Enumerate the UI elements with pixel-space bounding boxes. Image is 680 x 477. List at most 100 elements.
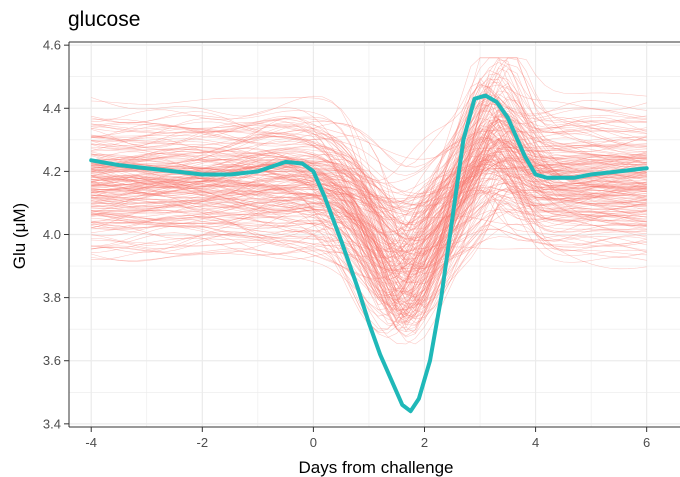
individual-trajectory	[91, 139, 647, 280]
individual-trajectory	[91, 156, 647, 211]
individual-trajectory	[91, 199, 647, 255]
individual-trajectory	[91, 93, 647, 332]
individual-trajectory	[91, 118, 647, 255]
individual-trajectory	[91, 97, 647, 205]
y-tick-label: 3.4	[43, 416, 61, 431]
individual-trajectory	[91, 221, 647, 345]
individual-trajectory	[91, 173, 647, 301]
individual-trajectory	[91, 193, 647, 306]
individual-trajectory	[91, 135, 647, 245]
individual-trajectory	[91, 124, 647, 270]
individual-trajectory	[91, 98, 647, 193]
individual-trajectory	[91, 144, 647, 213]
individual-trajectory	[91, 112, 647, 240]
individual-trajectory	[91, 155, 647, 254]
individual-trajectory	[91, 147, 647, 218]
individual-trajectory	[91, 225, 647, 278]
individual-trajectory	[91, 84, 647, 244]
individual-trajectory	[91, 120, 647, 242]
individual-trajectory	[91, 174, 647, 264]
individual-trajectory	[91, 117, 647, 168]
y-tick-label: 4.2	[43, 164, 61, 179]
individual-trajectory	[91, 192, 647, 256]
individual-trajectory	[91, 129, 647, 233]
individual-trajectory	[91, 86, 647, 311]
individual-trajectory	[91, 156, 647, 298]
individual-trajectory	[91, 82, 647, 232]
individual-trajectory	[91, 138, 647, 331]
individual-trajectory	[91, 118, 647, 234]
y-tick-label: 3.6	[43, 353, 61, 368]
individual-trajectory	[91, 130, 647, 225]
individual-trajectory	[91, 108, 647, 259]
individual-trajectory	[91, 155, 647, 283]
individual-trajectory	[91, 154, 647, 248]
individual-trajectory	[91, 57, 647, 315]
individual-trajectory	[91, 96, 647, 224]
individual-trajectory	[91, 187, 647, 302]
individual-trajectory	[91, 124, 647, 296]
individual-trajectory	[91, 171, 647, 209]
individual-trajectory	[91, 170, 647, 320]
individual-trajectory	[91, 174, 647, 279]
individual-trajectory	[91, 149, 647, 297]
individual-trajectory	[91, 104, 647, 184]
individual-trajectory	[91, 95, 647, 256]
individual-trajectory	[91, 137, 647, 261]
individual-trajectory	[91, 81, 647, 203]
individual-trajectory	[91, 123, 647, 265]
individual-trajectory	[91, 156, 647, 322]
individual-trajectory	[91, 109, 647, 317]
individual-trajectory	[91, 142, 647, 291]
individual-trajectory	[91, 138, 647, 218]
y-tick-label: 3.8	[43, 290, 61, 305]
individual-trajectory	[91, 120, 647, 249]
individual-trajectory	[91, 186, 647, 299]
individual-trajectory	[91, 139, 647, 274]
individual-trajectory	[91, 57, 647, 207]
individual-trajectory	[91, 79, 647, 297]
individual-trajectory	[91, 113, 647, 309]
mean-trajectory	[89, 93, 649, 414]
individual-trajectory	[91, 120, 647, 338]
grid	[69, 42, 680, 427]
individual-trajectory	[91, 189, 647, 327]
individual-trajectory	[91, 128, 647, 233]
individual-trajectory	[91, 111, 647, 160]
individual-trajectory	[91, 129, 647, 301]
individual-trajectory	[91, 173, 647, 274]
individual-trajectory	[91, 62, 647, 182]
individual-trajectory	[91, 142, 647, 261]
individual-trajectory	[91, 156, 647, 269]
individual-trajectory	[91, 106, 647, 259]
individual-trajectory	[91, 59, 647, 301]
individual-trajectory	[91, 124, 647, 306]
individual-trajectory	[91, 108, 647, 206]
individual-trajectory	[91, 98, 647, 285]
individual-trajectory	[91, 223, 647, 284]
individual-trajectory	[91, 156, 647, 253]
individual-trajectory	[91, 57, 647, 326]
individual-trajectory	[91, 83, 647, 275]
individual-trajectory	[91, 224, 647, 311]
individual-trajectory	[91, 165, 647, 281]
individual-trajectory	[91, 187, 647, 333]
individual-trajectory	[91, 122, 647, 242]
individual-trajectory	[91, 167, 647, 305]
individual-trajectory	[91, 168, 647, 215]
individual-trajectory	[91, 156, 647, 316]
individual-trajectory	[91, 163, 647, 270]
individual-trajectory	[91, 136, 647, 225]
individual-trajectory	[91, 73, 647, 273]
individual-trajectory	[91, 154, 647, 310]
individual-trajectory	[91, 116, 647, 320]
individual-trajectory	[91, 176, 647, 320]
individual-trajectory	[91, 57, 647, 323]
individual-trajectory	[91, 182, 647, 307]
individual-trajectory	[91, 161, 647, 240]
x-tick-label: 0	[310, 435, 317, 450]
individual-trajectory	[91, 150, 647, 215]
mean-trajectory-layer	[89, 93, 649, 414]
individual-trajectory	[91, 94, 647, 289]
individual-trajectory	[91, 137, 647, 294]
